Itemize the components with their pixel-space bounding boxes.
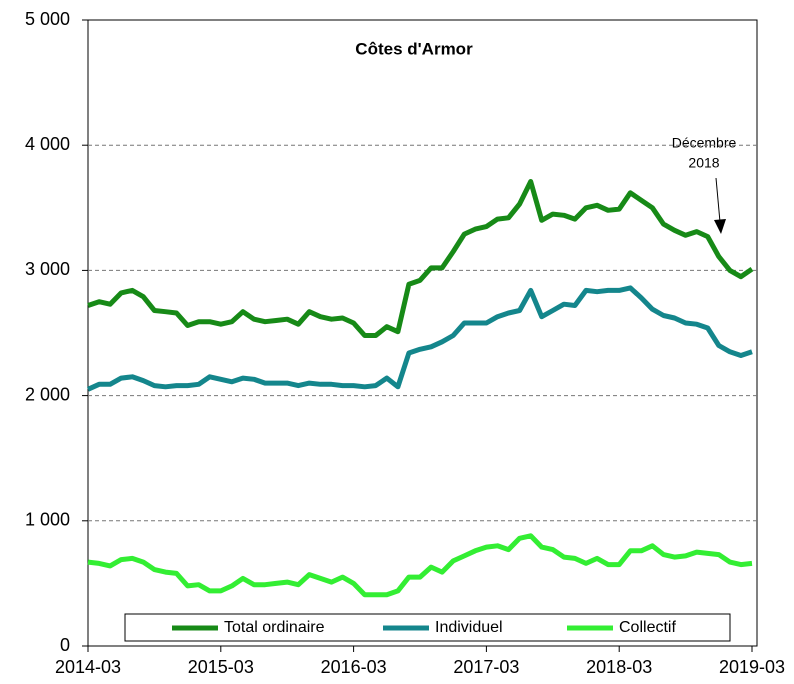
annotation-arrowhead <box>714 219 726 234</box>
legend-label: Collectif <box>619 619 676 636</box>
y-tick-label: 0 <box>60 635 70 655</box>
x-tick-label: 2015-03 <box>188 657 254 677</box>
x-tick-label: 2017-03 <box>453 657 519 677</box>
x-tick-label: 2016-03 <box>321 657 387 677</box>
x-tick-label: 2019-03 <box>719 657 785 677</box>
x-tick-label: 2014-03 <box>55 657 121 677</box>
plot-frame <box>87 19 758 647</box>
chart-title: Côtes d'Armor <box>355 39 473 58</box>
legend-label: Individuel <box>435 619 503 636</box>
series-line <box>87 179 754 338</box>
series-line <box>86 285 753 392</box>
annotation: 2018 <box>688 155 719 171</box>
y-tick-label: 3 000 <box>25 259 70 279</box>
y-tick-label: 1 000 <box>25 510 70 530</box>
series-line <box>87 533 753 598</box>
annotation: Décembre <box>672 135 737 151</box>
y-tick-label: 4 000 <box>25 134 70 154</box>
x-tick-label: 2018-03 <box>586 657 652 677</box>
y-tick-label: 5 000 <box>25 9 70 29</box>
y-tick-label: 2 000 <box>25 384 70 404</box>
annotation-arrow <box>715 177 721 223</box>
legend-label: Total ordinaire <box>224 619 325 636</box>
